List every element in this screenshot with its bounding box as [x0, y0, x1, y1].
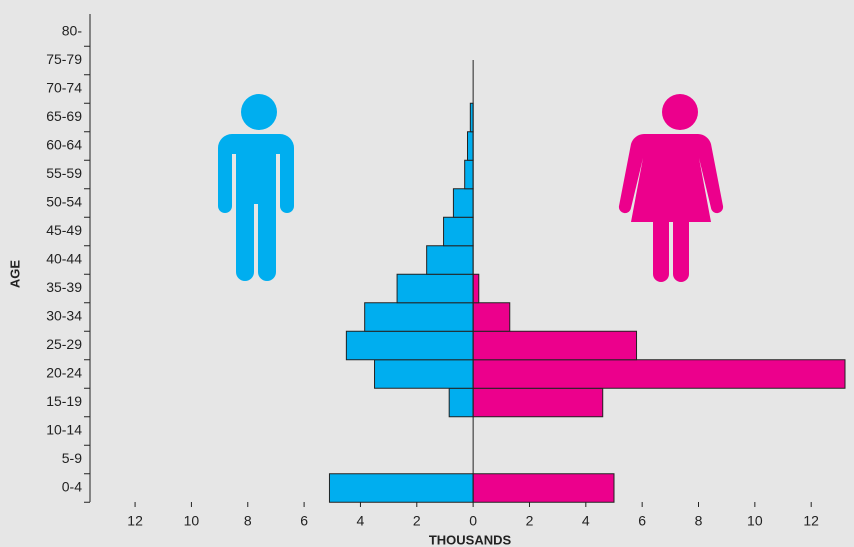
x-tick-label: 6: [638, 513, 646, 529]
y-tick-label: 60-64: [46, 137, 82, 153]
bar: [472, 359, 846, 389]
bar: [448, 387, 474, 418]
bar: [443, 216, 474, 247]
y-tick-label: 25-29: [46, 336, 82, 352]
x-tick-label: 0: [469, 513, 477, 529]
bar: [472, 273, 480, 304]
x-tick-label: 12: [803, 513, 819, 529]
y-tick-label: 75-79: [46, 51, 82, 67]
y-tick-label: 45-49: [46, 222, 82, 238]
y-tick-label: 0-4: [62, 479, 82, 495]
y-tick-label: 70-74: [46, 80, 82, 96]
bar: [396, 273, 474, 304]
x-tick-label: 6: [300, 513, 308, 529]
y-tick-label: 50-54: [46, 194, 82, 210]
y-tick-label: 65-69: [46, 108, 82, 124]
x-tick-label: 8: [695, 513, 703, 529]
y-tick-label: 20-24: [46, 365, 82, 381]
x-tick-label: 2: [413, 513, 421, 529]
x-tick-label: 4: [582, 513, 590, 529]
y-tick-label: 55-59: [46, 165, 82, 181]
bar: [345, 330, 474, 361]
bar: [364, 302, 474, 332]
x-axis-title: THOUSANDS: [429, 532, 512, 547]
y-tick-label: 80-: [62, 23, 83, 39]
bar: [472, 387, 604, 418]
y-tick-label: 5-9: [62, 450, 82, 466]
y-tick-label: 35-39: [46, 279, 82, 295]
bar: [472, 473, 615, 503]
bar: [472, 330, 638, 361]
bar: [472, 302, 511, 332]
x-tick-label: 8: [244, 513, 252, 529]
bar: [467, 131, 474, 161]
bar: [328, 473, 474, 503]
female-icon: [618, 94, 724, 282]
x-tick-label: 10: [747, 513, 763, 529]
y-tick-label: 10-14: [46, 422, 82, 438]
y-tick-label: 30-34: [46, 308, 82, 324]
y-tick-label: 15-19: [46, 393, 82, 409]
bar: [464, 159, 474, 190]
bar: [452, 188, 474, 218]
x-tick-label: 4: [357, 513, 365, 529]
bar: [426, 245, 474, 275]
y-axis-title: AGE: [7, 260, 22, 289]
x-tick-label: 12: [127, 513, 143, 529]
bar: [374, 359, 474, 389]
y-tick-label: 40-44: [46, 251, 82, 267]
male-icon: [218, 94, 294, 281]
x-tick-label: 2: [526, 513, 534, 529]
x-tick-label: 10: [184, 513, 200, 529]
